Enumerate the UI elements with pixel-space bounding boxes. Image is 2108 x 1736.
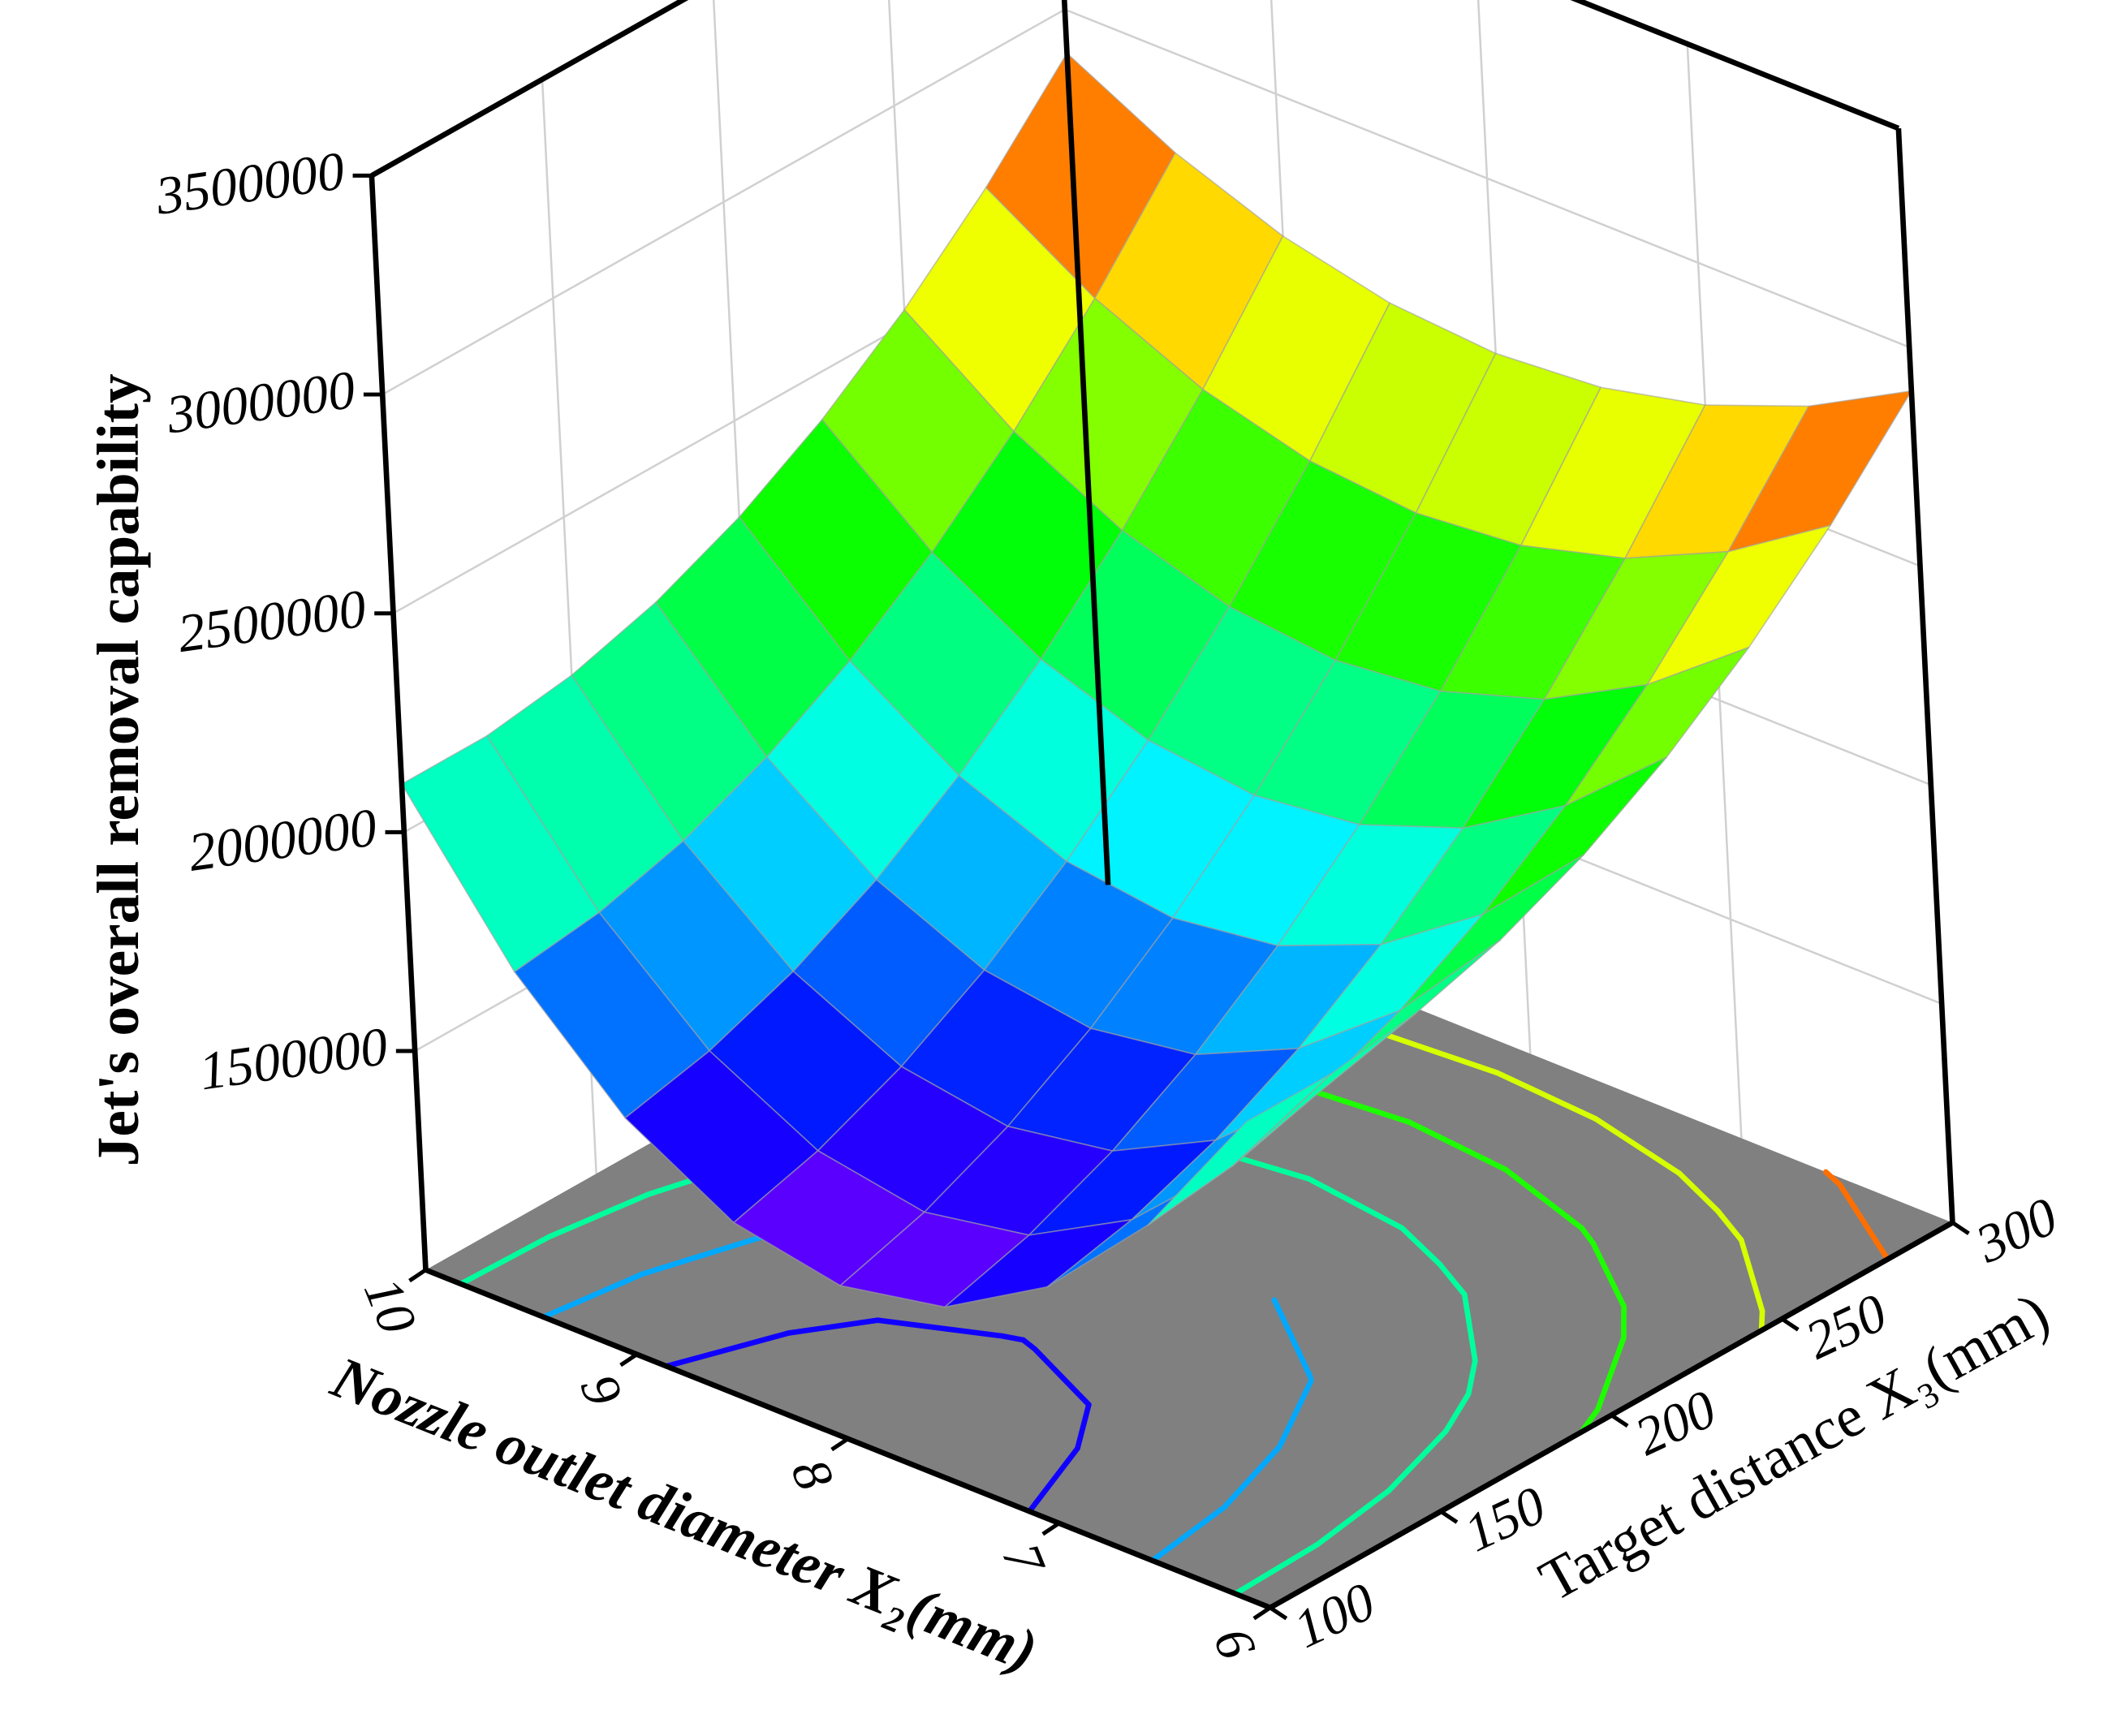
contour-line [1271, 1297, 1313, 1381]
contour-line [1465, 1358, 1478, 1397]
y-tick [1269, 1605, 1288, 1621]
contour-line [999, 1333, 1026, 1343]
z-axis-label: Jet's overall removal capability [85, 373, 151, 1166]
x-tick-label: 8 [779, 1451, 844, 1498]
x-tick-label: 9 [568, 1367, 633, 1414]
contour-line [1594, 1335, 1627, 1413]
y-tick [1439, 1510, 1459, 1524]
y-tick [1610, 1413, 1629, 1428]
contour-line [1579, 1226, 1597, 1247]
x-tick-label: 6 [1202, 1620, 1267, 1667]
contour-line [1502, 1166, 1585, 1231]
z-tick-label: 2500000 [175, 579, 370, 664]
y-tick [1951, 1221, 1970, 1235]
x-tick-label: 7 [990, 1536, 1056, 1585]
x-tick [408, 1268, 427, 1283]
contour-line [1386, 1428, 1449, 1494]
y-tick-label: 300 [1967, 1187, 2066, 1275]
contour-line [874, 1317, 1006, 1339]
contour-line [1276, 1378, 1314, 1450]
axis-line [370, 0, 689, 179]
contour-line [541, 1271, 645, 1320]
contour-line [1437, 1261, 1468, 1298]
contour-line [1032, 1346, 1092, 1408]
contour-line [1738, 1237, 1765, 1314]
contour-line [1494, 1070, 1598, 1122]
surface [401, 52, 1912, 1308]
contour-line [545, 1191, 651, 1240]
z-tick-label: 1500000 [196, 1017, 391, 1102]
contour-line [1676, 1170, 1721, 1214]
x-tick [1041, 1521, 1061, 1536]
axis-line [1061, 0, 1111, 885]
y-tick [1780, 1316, 1800, 1332]
contour-line [458, 1234, 552, 1287]
contour-line [1314, 1488, 1392, 1548]
contour-line [1305, 1176, 1405, 1231]
contour-line [1026, 1445, 1080, 1514]
axis-line [369, 175, 429, 1270]
z-tick-label: 3000000 [162, 360, 359, 446]
contour-line [1837, 1182, 1890, 1262]
contour-line [1232, 1541, 1321, 1596]
contour-line [1823, 1169, 1843, 1187]
contour-line [663, 1330, 792, 1369]
axis-line [1895, 127, 1955, 1223]
contour-line [1382, 1032, 1500, 1075]
x-tick [1252, 1605, 1272, 1621]
z-tick-label: 3500000 [152, 141, 348, 226]
contour-line [639, 1235, 761, 1277]
contour-line [1442, 1391, 1472, 1434]
z-tick-label: 2000000 [185, 798, 381, 883]
contour-line [1593, 1116, 1683, 1176]
contour-line [1461, 1291, 1478, 1363]
contour-line [1399, 1225, 1443, 1268]
contour-line [1758, 1308, 1765, 1333]
contour-line [1590, 1240, 1627, 1309]
x-tick-label: 10 [352, 1269, 428, 1342]
contour-line [1714, 1208, 1744, 1243]
contour-line [1149, 1504, 1227, 1564]
x-tick [619, 1352, 638, 1368]
contour-line [1075, 1402, 1092, 1451]
contour-line [786, 1317, 881, 1336]
x-tick [830, 1437, 850, 1452]
contour-line [1406, 1119, 1509, 1173]
axis-line [1570, 0, 1900, 131]
contour-line [1222, 1444, 1282, 1510]
surface-patch [1147, 1072, 1333, 1226]
